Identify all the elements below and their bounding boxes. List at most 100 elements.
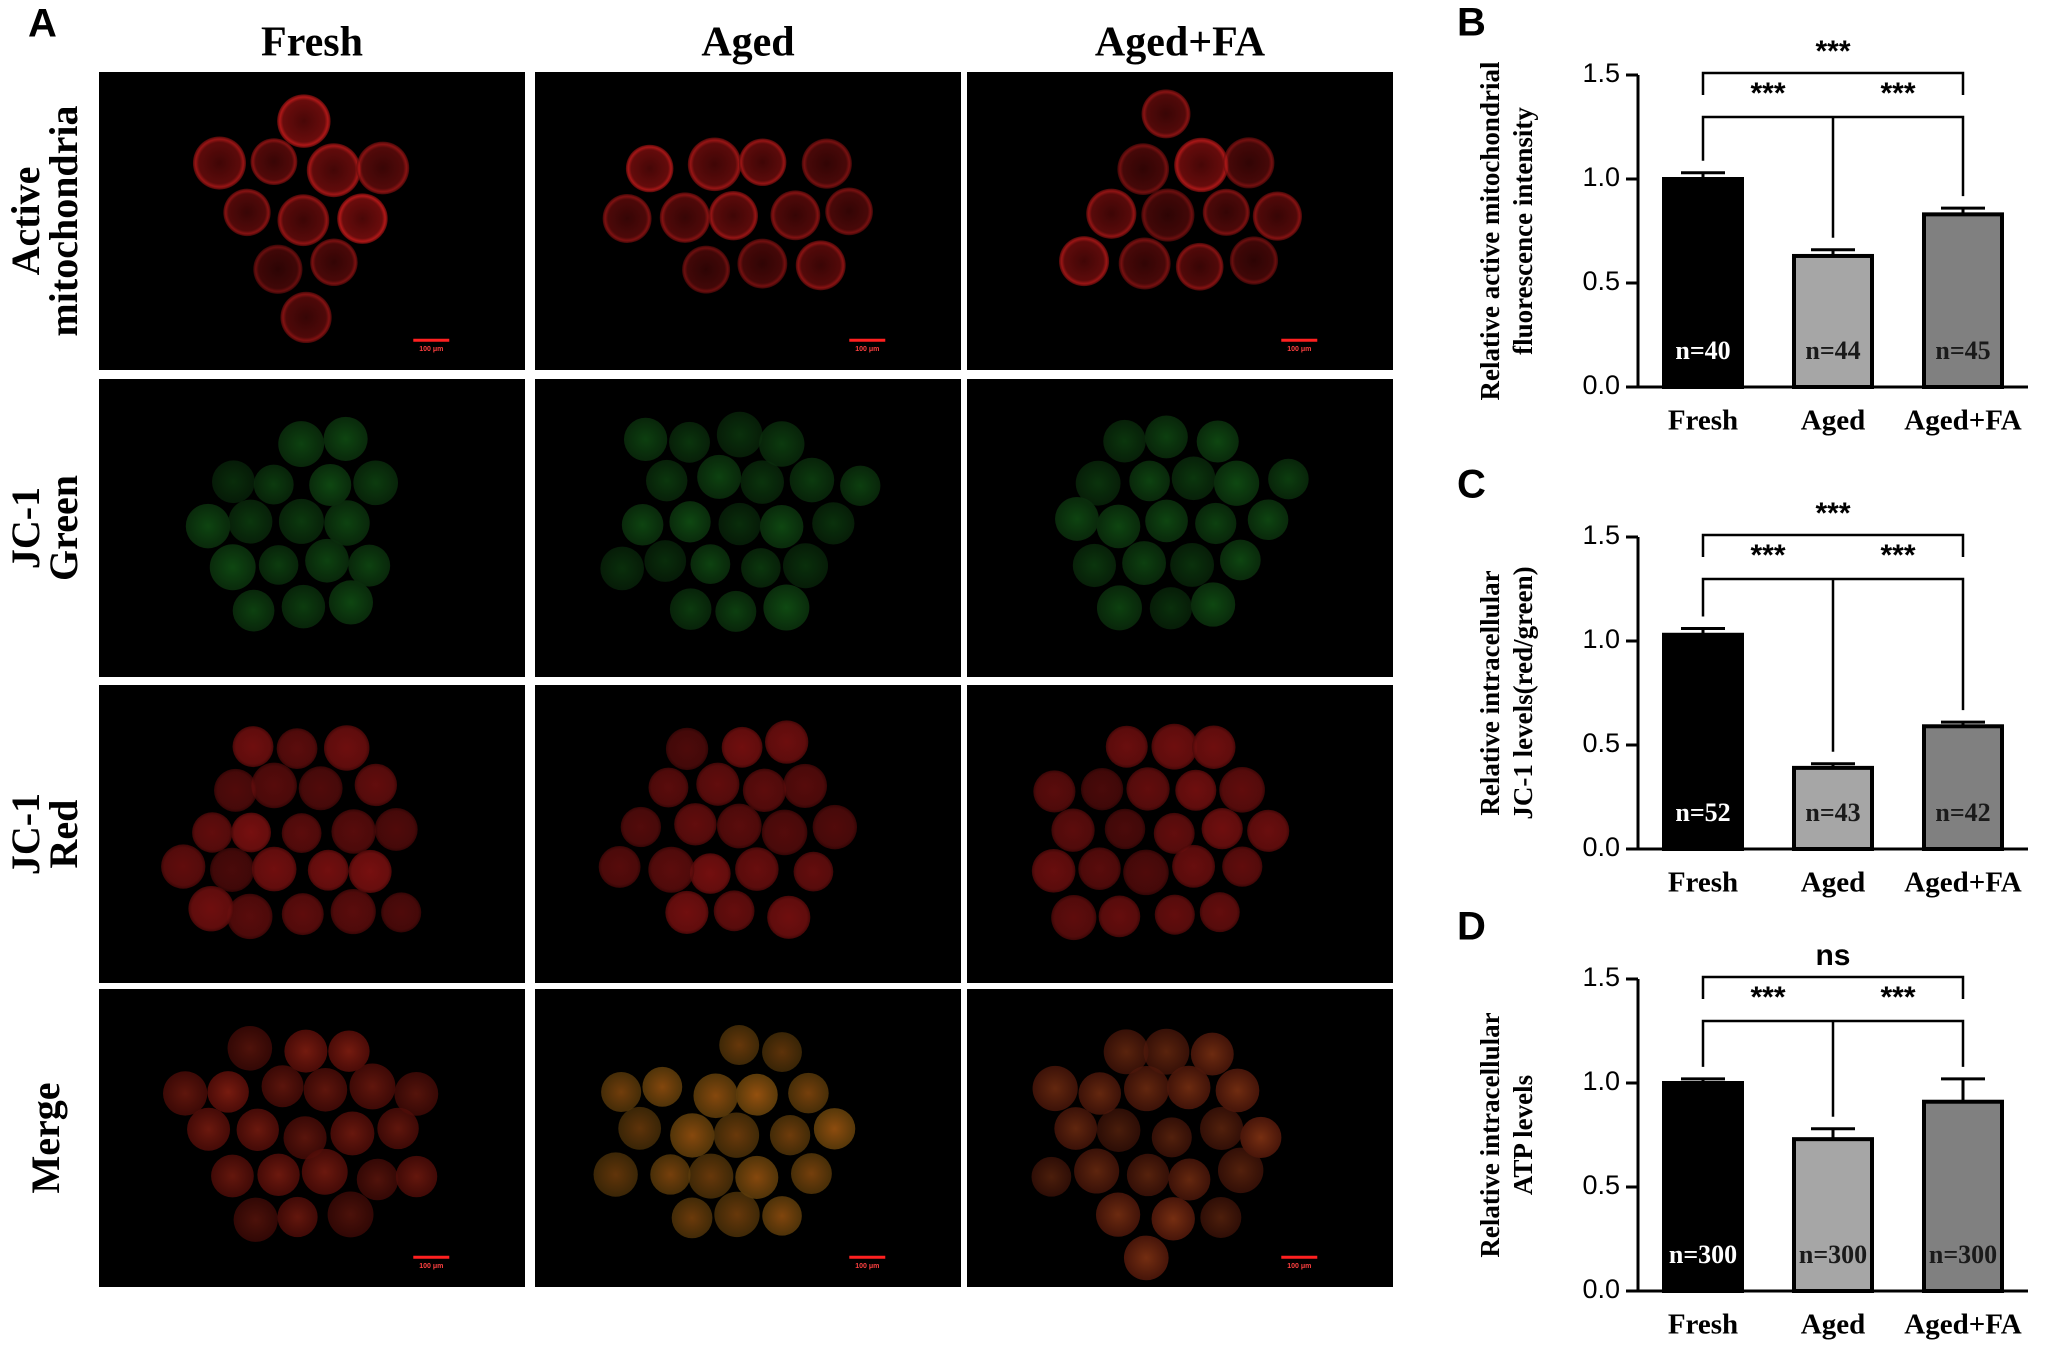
oocyte	[693, 1073, 739, 1119]
oocyte	[356, 141, 410, 195]
oocyte	[762, 1196, 802, 1236]
sig-bracket	[1701, 1019, 1965, 1117]
oocyte	[645, 459, 688, 502]
oocyte	[650, 1154, 691, 1195]
oocyte	[232, 726, 274, 768]
oocyte	[783, 543, 829, 589]
row-label: Merge	[23, 1082, 68, 1193]
oocyte	[161, 844, 206, 889]
x-tick-label: Fresh	[1668, 405, 1738, 437]
oocyte	[648, 846, 695, 893]
scale-bar-label: 100 μm	[1287, 1263, 1311, 1270]
oocyte	[1078, 1072, 1122, 1115]
oocyte	[740, 460, 784, 504]
oocyte	[1172, 844, 1216, 888]
oocyte	[348, 849, 392, 894]
bar-label: n=52	[1675, 798, 1730, 827]
oocyte	[1086, 188, 1137, 239]
oocyte	[1075, 460, 1121, 506]
oocyte	[674, 803, 717, 846]
oocyte	[394, 1071, 439, 1116]
oocyte	[1215, 1068, 1260, 1113]
oocyte	[761, 809, 808, 856]
oocyte	[1055, 497, 1099, 541]
oocyte	[283, 1116, 327, 1160]
row-label: Active	[3, 167, 48, 276]
oocyte	[1268, 458, 1309, 500]
oocyte	[1117, 143, 1170, 195]
oocyte	[207, 1071, 249, 1113]
oocyte	[353, 460, 399, 506]
oocyte	[1219, 766, 1265, 813]
oocyte	[735, 847, 779, 891]
oocyte	[600, 546, 644, 591]
oocyte	[381, 892, 422, 933]
row-label: mitochondria	[41, 105, 86, 336]
oocyte	[791, 1153, 832, 1195]
oocyte	[1096, 1108, 1141, 1152]
oocyte	[323, 725, 370, 771]
oocyte	[327, 1191, 374, 1238]
oocyte	[281, 584, 326, 629]
oocyte	[1144, 415, 1188, 459]
oocyte	[716, 411, 763, 458]
oocyte	[769, 1115, 811, 1156]
oocyte	[233, 1197, 278, 1242]
oocyte	[721, 726, 763, 768]
oocyte	[280, 291, 332, 344]
oocyte	[1032, 1065, 1078, 1112]
oocyte	[278, 498, 324, 544]
oocyte	[642, 1066, 683, 1107]
bar-label: n=42	[1935, 798, 1990, 827]
y-tick-label: 0.5	[1582, 1170, 1620, 1200]
oocyte	[1200, 1196, 1242, 1238]
bar-label: n=40	[1675, 336, 1730, 365]
sig-bracket	[1701, 577, 1965, 752]
oocyte	[305, 538, 349, 583]
y-axis-label: fluorescence intensity	[1508, 107, 1538, 355]
oocyte	[1103, 1029, 1149, 1075]
x-tick-label: Aged	[1801, 1309, 1865, 1341]
oocyte	[354, 763, 398, 807]
row-label: JC-1	[3, 487, 48, 569]
oocyte	[669, 501, 711, 543]
oocyte	[1196, 420, 1239, 463]
oocyte	[1154, 894, 1195, 935]
y-tick-label: 1.0	[1582, 1066, 1620, 1096]
oocyte	[328, 1030, 370, 1072]
oocyte	[284, 1029, 328, 1073]
oocyte	[324, 500, 370, 546]
oocyte	[227, 1025, 273, 1071]
oocyte	[625, 144, 674, 193]
oocyte	[1129, 460, 1170, 502]
sig-bracket	[1701, 533, 1965, 557]
y-tick-label: 1.5	[1582, 58, 1620, 88]
oocyte	[659, 192, 711, 243]
y-tick-label: 1.0	[1582, 162, 1620, 192]
scale-bar-label: 100 μm	[419, 1263, 443, 1270]
oocyte	[1123, 849, 1169, 896]
oocyte	[1141, 188, 1195, 242]
oocyte	[718, 502, 761, 546]
oocyte	[1247, 499, 1289, 541]
oocyte	[331, 809, 376, 854]
x-tick-label: Aged+FA	[1904, 867, 2022, 899]
oocyte	[188, 885, 234, 932]
y-tick-label: 0.0	[1582, 832, 1620, 862]
oocyte	[337, 193, 388, 244]
oocyte	[1096, 504, 1141, 549]
oocyte	[801, 138, 852, 189]
oocyte	[1096, 585, 1142, 631]
bar-label: n=300	[1669, 1240, 1737, 1269]
oocyte	[310, 238, 358, 287]
oocyte	[307, 849, 349, 891]
oocyte	[306, 143, 361, 198]
y-tick-label: 1.0	[1582, 624, 1620, 654]
sig-bracket	[1701, 115, 1965, 238]
oocyte	[192, 812, 233, 853]
x-tick-label: Aged+FA	[1904, 1309, 2022, 1341]
bar	[1662, 632, 1744, 852]
column-header: Aged	[701, 20, 794, 66]
panel-label: B	[1457, 1, 1486, 45]
